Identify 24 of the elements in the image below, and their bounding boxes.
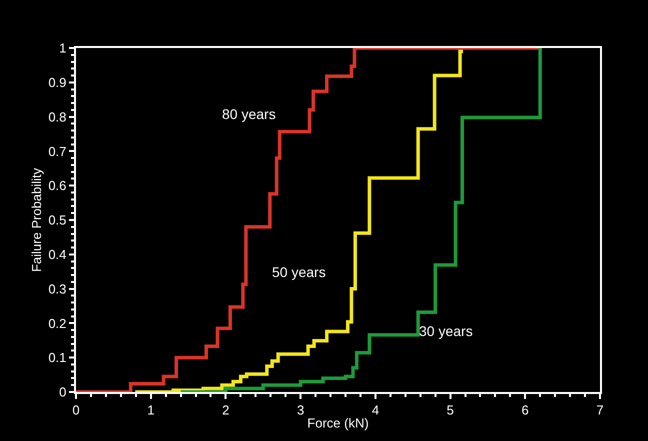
y-tick-label: 0.2 [48,316,66,331]
series-label: 50 years [272,264,326,280]
y-tick-label: 0.8 [48,109,66,124]
series-label: 80 years [222,106,276,122]
x-tick-label: 6 [522,402,529,418]
x-tick-label: 7 [596,402,604,418]
y-tick-label: 0.1 [48,350,66,366]
y-tick-label: 0.3 [48,281,66,296]
x-axis-title: Force (kN) [307,416,369,431]
x-tick-label: 1 [147,402,154,418]
y-tick-label: 1 [59,40,66,56]
y-tick-label: 0.9 [48,74,66,90]
y-tick-label: 0.7 [48,144,66,159]
series-label: 30 years [419,323,473,339]
x-tick-label: 2 [222,402,230,418]
y-tick-label: 0.4 [48,246,66,262]
y-tick-label: 0 [59,384,66,400]
x-tick-label: 5 [446,402,454,418]
y-tick-label: 0.5 [48,212,66,228]
x-tick-label: 0 [72,402,80,418]
x-tick-label: 4 [372,402,380,418]
x-tick-label: 3 [296,402,304,418]
y-axis-title: Failure Probability [28,167,44,272]
y-tick-label: 0.6 [48,178,66,194]
